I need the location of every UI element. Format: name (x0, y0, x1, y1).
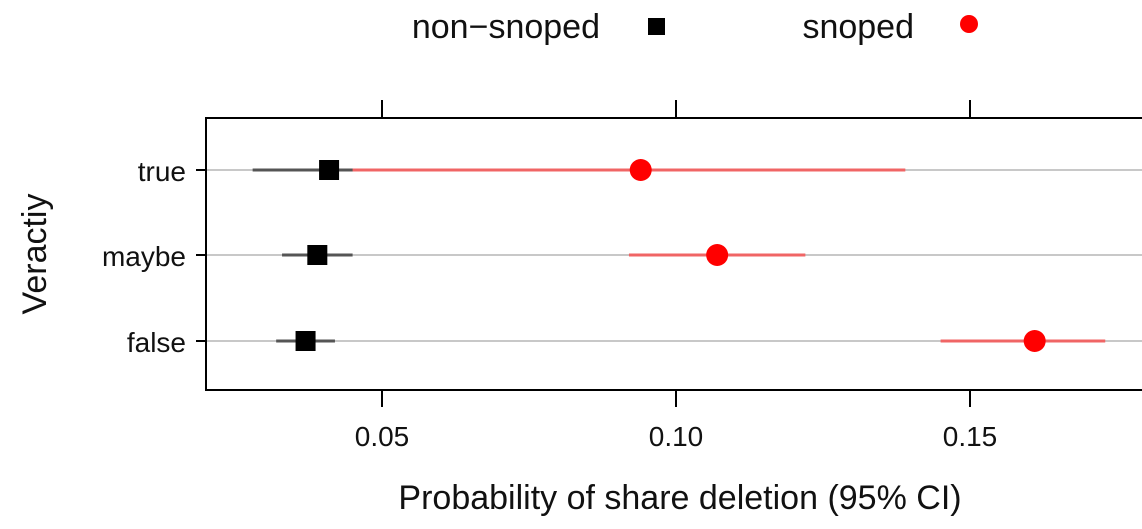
marker-non-snoped-true (319, 160, 340, 180)
x-axis-tick-labels: 0.05 0.10 0.15 (355, 421, 998, 452)
y-tick-label-maybe: maybe (102, 241, 186, 272)
x-tick-label-2: 0.15 (943, 421, 998, 452)
y-axis-tick-labels: true maybe false (102, 156, 186, 358)
legend-swatch-non-snoped (648, 18, 665, 35)
y-axis-title: Veractiy (16, 194, 54, 315)
legend-swatch-snoped (960, 15, 978, 33)
x-tick-label-1: 0.10 (649, 421, 704, 452)
marker-non-snoped-false (295, 331, 316, 351)
marker-snoped-maybe (706, 244, 729, 266)
marker-snoped-true (629, 159, 652, 181)
x-axis-title: Probability of share deletion (95% CI) (398, 479, 961, 517)
point-estimates (295, 159, 1046, 352)
y-axis-ticks (196, 169, 206, 342)
legend-label-snoped: snoped (802, 8, 914, 46)
marker-snoped-false (1023, 330, 1046, 352)
legend: non−snoped snoped (412, 8, 978, 46)
top-axis-ticks (381, 100, 971, 118)
marker-non-snoped-maybe (307, 245, 328, 265)
y-tick-label-true: true (138, 156, 186, 187)
legend-label-non-snoped: non−snoped (412, 8, 600, 46)
y-tick-label-false: false (127, 327, 186, 358)
x-tick-label-0: 0.05 (355, 421, 410, 452)
bottom-axis-ticks (381, 390, 971, 407)
